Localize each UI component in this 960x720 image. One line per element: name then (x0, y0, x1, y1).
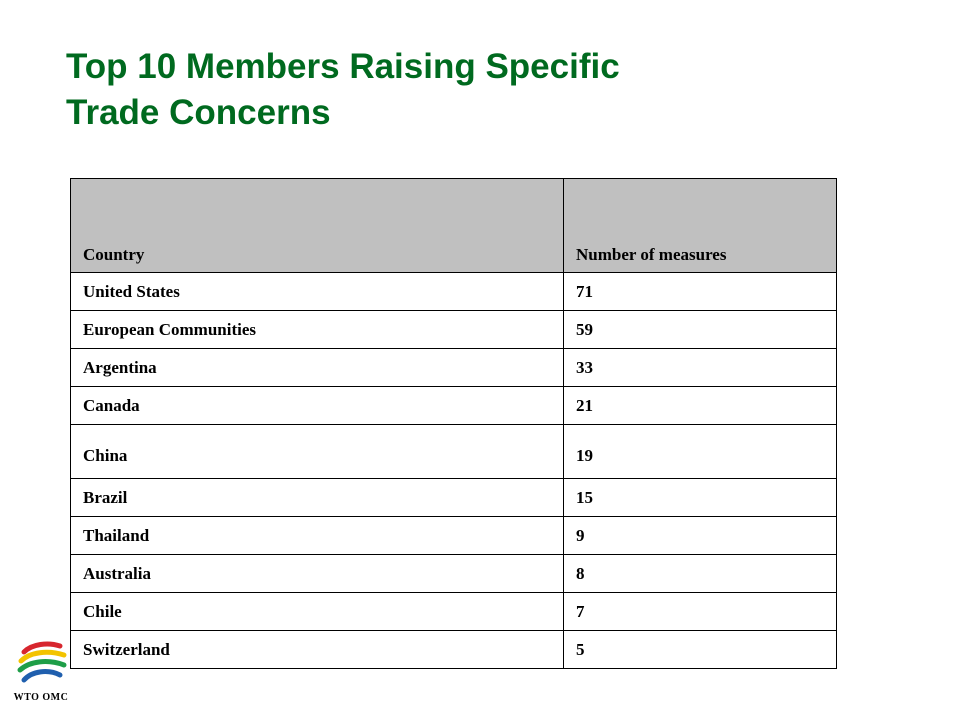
table-row: Switzerland 5 (70, 630, 837, 669)
wto-globe-icon (17, 641, 67, 683)
wto-band-yellow (18, 649, 67, 664)
measures-cell: 8 (563, 554, 837, 593)
country-cell: Brazil (70, 478, 564, 517)
slide-title-line-1: Top 10 Members Raising Specific (66, 47, 620, 86)
table-header-row: Country Number of measures (70, 178, 837, 273)
country-cell: Canada (70, 386, 564, 425)
table-row: China 19 (70, 424, 837, 479)
country-cell: United States (70, 272, 564, 311)
wto-logo: WTO OMC (10, 636, 72, 708)
header-number-of-measures: Number of measures (563, 178, 837, 273)
wto-logo-text: WTO OMC (13, 692, 69, 703)
trade-concerns-table: Country Number of measures United States… (70, 178, 837, 669)
country-cell: Australia (70, 554, 564, 593)
country-cell: Argentina (70, 348, 564, 387)
measures-cell: 7 (563, 592, 837, 631)
table-row: Brazil 15 (70, 478, 837, 517)
table-row: Argentina 33 (70, 348, 837, 387)
wto-band-red (21, 641, 63, 655)
table-row: Chile 7 (70, 592, 837, 631)
measures-cell: 15 (563, 478, 837, 517)
measures-cell: 21 (563, 386, 837, 425)
wto-band-blue (21, 669, 63, 683)
country-cell: European Communities (70, 310, 564, 349)
measures-cell: 33 (563, 348, 837, 387)
table-row: Thailand 9 (70, 516, 837, 555)
wto-band-green (17, 659, 67, 673)
country-cell: Thailand (70, 516, 564, 555)
country-cell: China (70, 424, 564, 479)
country-cell: Chile (70, 592, 564, 631)
measures-cell: 9 (563, 516, 837, 555)
table-row: European Communities 59 (70, 310, 837, 349)
slide-title: Top 10 Members Raising Specific Trade Co… (66, 44, 620, 136)
table-row: United States 71 (70, 272, 837, 311)
country-cell: Switzerland (70, 630, 564, 669)
table-row: Canada 21 (70, 386, 837, 425)
measures-cell: 19 (563, 424, 837, 479)
measures-cell: 5 (563, 630, 837, 669)
measures-cell: 59 (563, 310, 837, 349)
measures-cell: 71 (563, 272, 837, 311)
slide-title-line-2: Trade Concerns (66, 93, 331, 132)
header-country: Country (70, 178, 564, 273)
table-row: Australia 8 (70, 554, 837, 593)
